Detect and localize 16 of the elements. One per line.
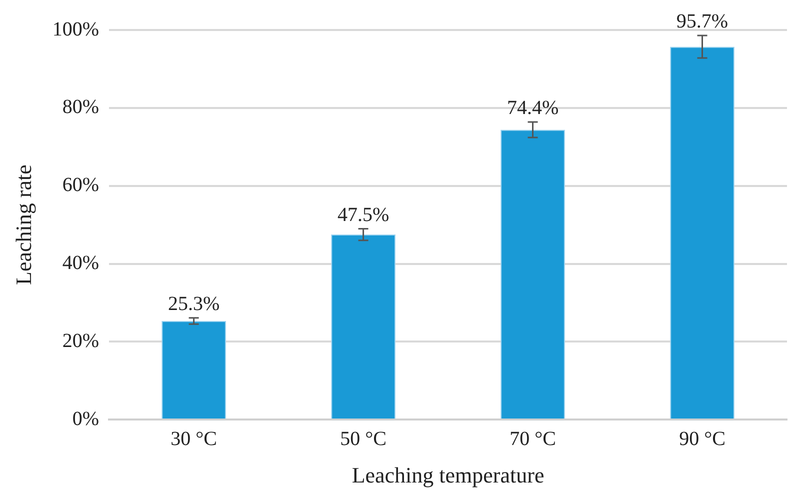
x-axis-title: Leaching temperature bbox=[352, 462, 544, 488]
x-tick-label: 30 °C bbox=[170, 428, 217, 450]
data-label: 25.3% bbox=[168, 293, 220, 316]
y-tick-label: 0% bbox=[72, 408, 100, 430]
y-axis-title: Leaching rate bbox=[10, 164, 36, 285]
y-tick-label: 20% bbox=[62, 330, 100, 352]
y-tick-label: 80% bbox=[62, 96, 100, 118]
x-tick-label: 90 °C bbox=[679, 428, 726, 450]
y-tick-label: 60% bbox=[62, 174, 100, 196]
x-tick-label: 70 °C bbox=[510, 428, 556, 450]
y-tick-label: 40% bbox=[62, 252, 100, 274]
data-label: 95.7% bbox=[676, 10, 728, 33]
data-label: 74.4% bbox=[506, 97, 559, 120]
data-label: 47.5% bbox=[337, 204, 390, 226]
x-tick-label: 50 °C bbox=[340, 428, 386, 450]
y-tick-label: 100% bbox=[52, 18, 100, 40]
